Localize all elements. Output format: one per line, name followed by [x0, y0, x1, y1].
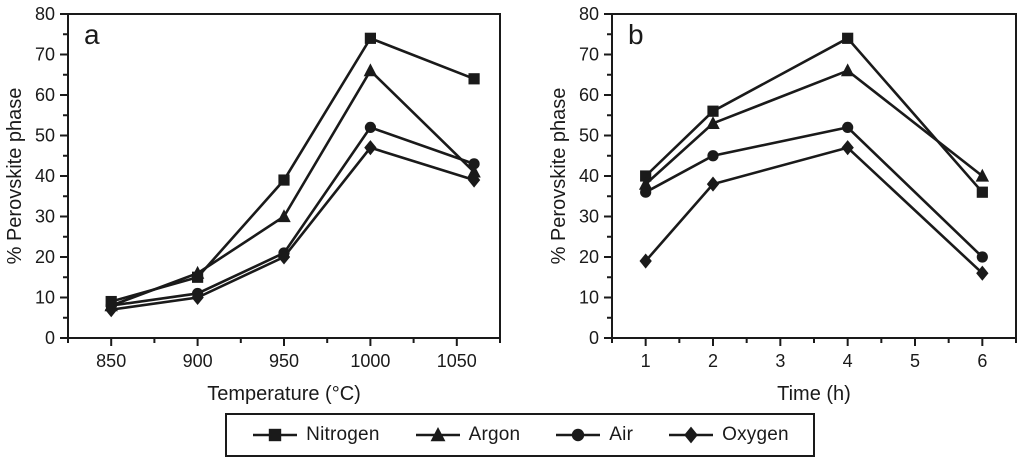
diamond-marker — [976, 265, 989, 281]
diamond-marker — [105, 302, 118, 318]
circle-marker — [364, 121, 376, 133]
y-tick-label: 20 — [35, 247, 55, 267]
series-line-oxygen — [644, 146, 984, 275]
y-tick-label: 0 — [589, 328, 599, 348]
y-tick-label: 80 — [579, 4, 599, 24]
legend-item-air: Air — [554, 424, 633, 446]
triangle-marker — [277, 209, 291, 223]
square-marker — [976, 186, 988, 198]
y-tick-label: 20 — [579, 247, 599, 267]
square-marker — [364, 32, 376, 44]
chart-panel-b: 0 10 20 30 40 50 60 70 80 1 2 3 4 5 6 Time (h) % Perovsk… — [548, 4, 1017, 405]
legend-item-argon: Argon — [414, 424, 521, 446]
x-tick-label: 6 — [977, 351, 987, 371]
triangle-marker — [430, 426, 446, 442]
legend-label-oxygen: Oxygen — [722, 424, 789, 445]
nitrogen-marker-icon — [253, 428, 298, 442]
triangle-marker — [363, 63, 378, 77]
y-tick-label: 10 — [579, 288, 599, 308]
diamond-marker — [706, 176, 720, 192]
x-axis-label: Temperature (°C) — [207, 383, 361, 405]
chart-panel-a: 0 10 20 30 40 50 60 70 80 850 900 950 1000 1050 Temper… — [4, 4, 501, 405]
x-tick-label: 3 — [775, 351, 785, 371]
x-tick-label: 2 — [708, 351, 718, 371]
diamond-marker — [277, 249, 291, 265]
x-tick-label: 4 — [843, 351, 853, 371]
legend-item-nitrogen: Nitrogen — [251, 424, 379, 446]
triangle-marker — [638, 176, 653, 190]
square-marker — [640, 170, 652, 182]
y-tick-label: 30 — [579, 207, 599, 227]
legend-label-air: Air — [609, 424, 634, 445]
diamond-marker — [841, 140, 854, 156]
y-axis-label: % Perovskite phase — [548, 88, 570, 265]
triangle-marker — [706, 116, 720, 129]
x-tick-label: 5 — [910, 351, 920, 371]
legend-label-nitrogen: Nitrogen — [306, 424, 380, 445]
legend-row: Nitrogen Argon Air Oxygen — [0, 413, 1024, 475]
oxygen-marker-icon — [669, 426, 714, 444]
y-tick-label: 50 — [35, 126, 55, 146]
series-line-nitrogen — [644, 36, 984, 194]
diamond-marker — [639, 253, 652, 269]
triangle-marker — [467, 164, 481, 178]
panel-letter: b — [628, 19, 644, 50]
square-marker — [268, 428, 282, 442]
triangle-marker — [975, 168, 990, 182]
y-tick-label: 30 — [35, 207, 55, 227]
y-tick-label: 10 — [35, 288, 55, 308]
x-tick-label: 950 — [269, 351, 299, 371]
circle-marker — [976, 251, 988, 263]
y-tick-label: 50 — [579, 126, 599, 146]
circle-marker — [468, 158, 480, 170]
square-marker — [707, 105, 719, 117]
legend: Nitrogen Argon Air Oxygen — [225, 413, 815, 457]
series-line-air — [111, 125, 475, 307]
x-tick-label: 1 — [641, 351, 651, 371]
y-tick-label: 80 — [35, 4, 55, 24]
y-tick-label: 70 — [579, 45, 599, 65]
diamond-marker — [191, 289, 204, 306]
y-axis-label: % Perovskite phase — [4, 88, 26, 265]
square-marker — [842, 32, 854, 44]
legend-item-oxygen: Oxygen — [667, 424, 789, 446]
circle-marker — [707, 150, 719, 162]
legend-label-argon: Argon — [468, 424, 521, 445]
x-axis-label: Time (h) — [777, 383, 851, 405]
air-marker-icon — [556, 428, 601, 442]
x-tick-label: 850 — [96, 351, 126, 371]
series-line-nitrogen — [110, 36, 475, 303]
square-marker — [468, 73, 480, 85]
y-tick-label: 40 — [35, 166, 55, 186]
circle-marker — [572, 428, 585, 442]
panel-letter: a — [84, 19, 100, 50]
y-tick-label: 40 — [579, 166, 599, 186]
y-tick-label: 60 — [579, 85, 599, 105]
series-line-air — [645, 125, 984, 258]
square-marker — [278, 174, 290, 186]
series-line-argon — [110, 68, 475, 307]
diamond-marker — [364, 140, 377, 156]
diamond-marker — [684, 426, 698, 444]
triangle-marker — [190, 265, 205, 279]
plot-frame — [611, 13, 1017, 339]
diamond-marker — [467, 172, 481, 188]
triangle-marker — [840, 63, 855, 77]
x-tick-label: 900 — [183, 351, 213, 371]
y-tick-label: 0 — [45, 328, 55, 348]
x-tick-label: 1050 — [437, 351, 477, 371]
argon-marker-icon — [415, 426, 460, 442]
series-line-argon — [644, 69, 984, 186]
circle-marker — [640, 186, 652, 198]
x-tick-label: 1000 — [350, 351, 390, 371]
y-tick-label: 70 — [35, 45, 55, 65]
circle-marker — [842, 121, 854, 133]
y-tick-label: 60 — [35, 85, 55, 105]
